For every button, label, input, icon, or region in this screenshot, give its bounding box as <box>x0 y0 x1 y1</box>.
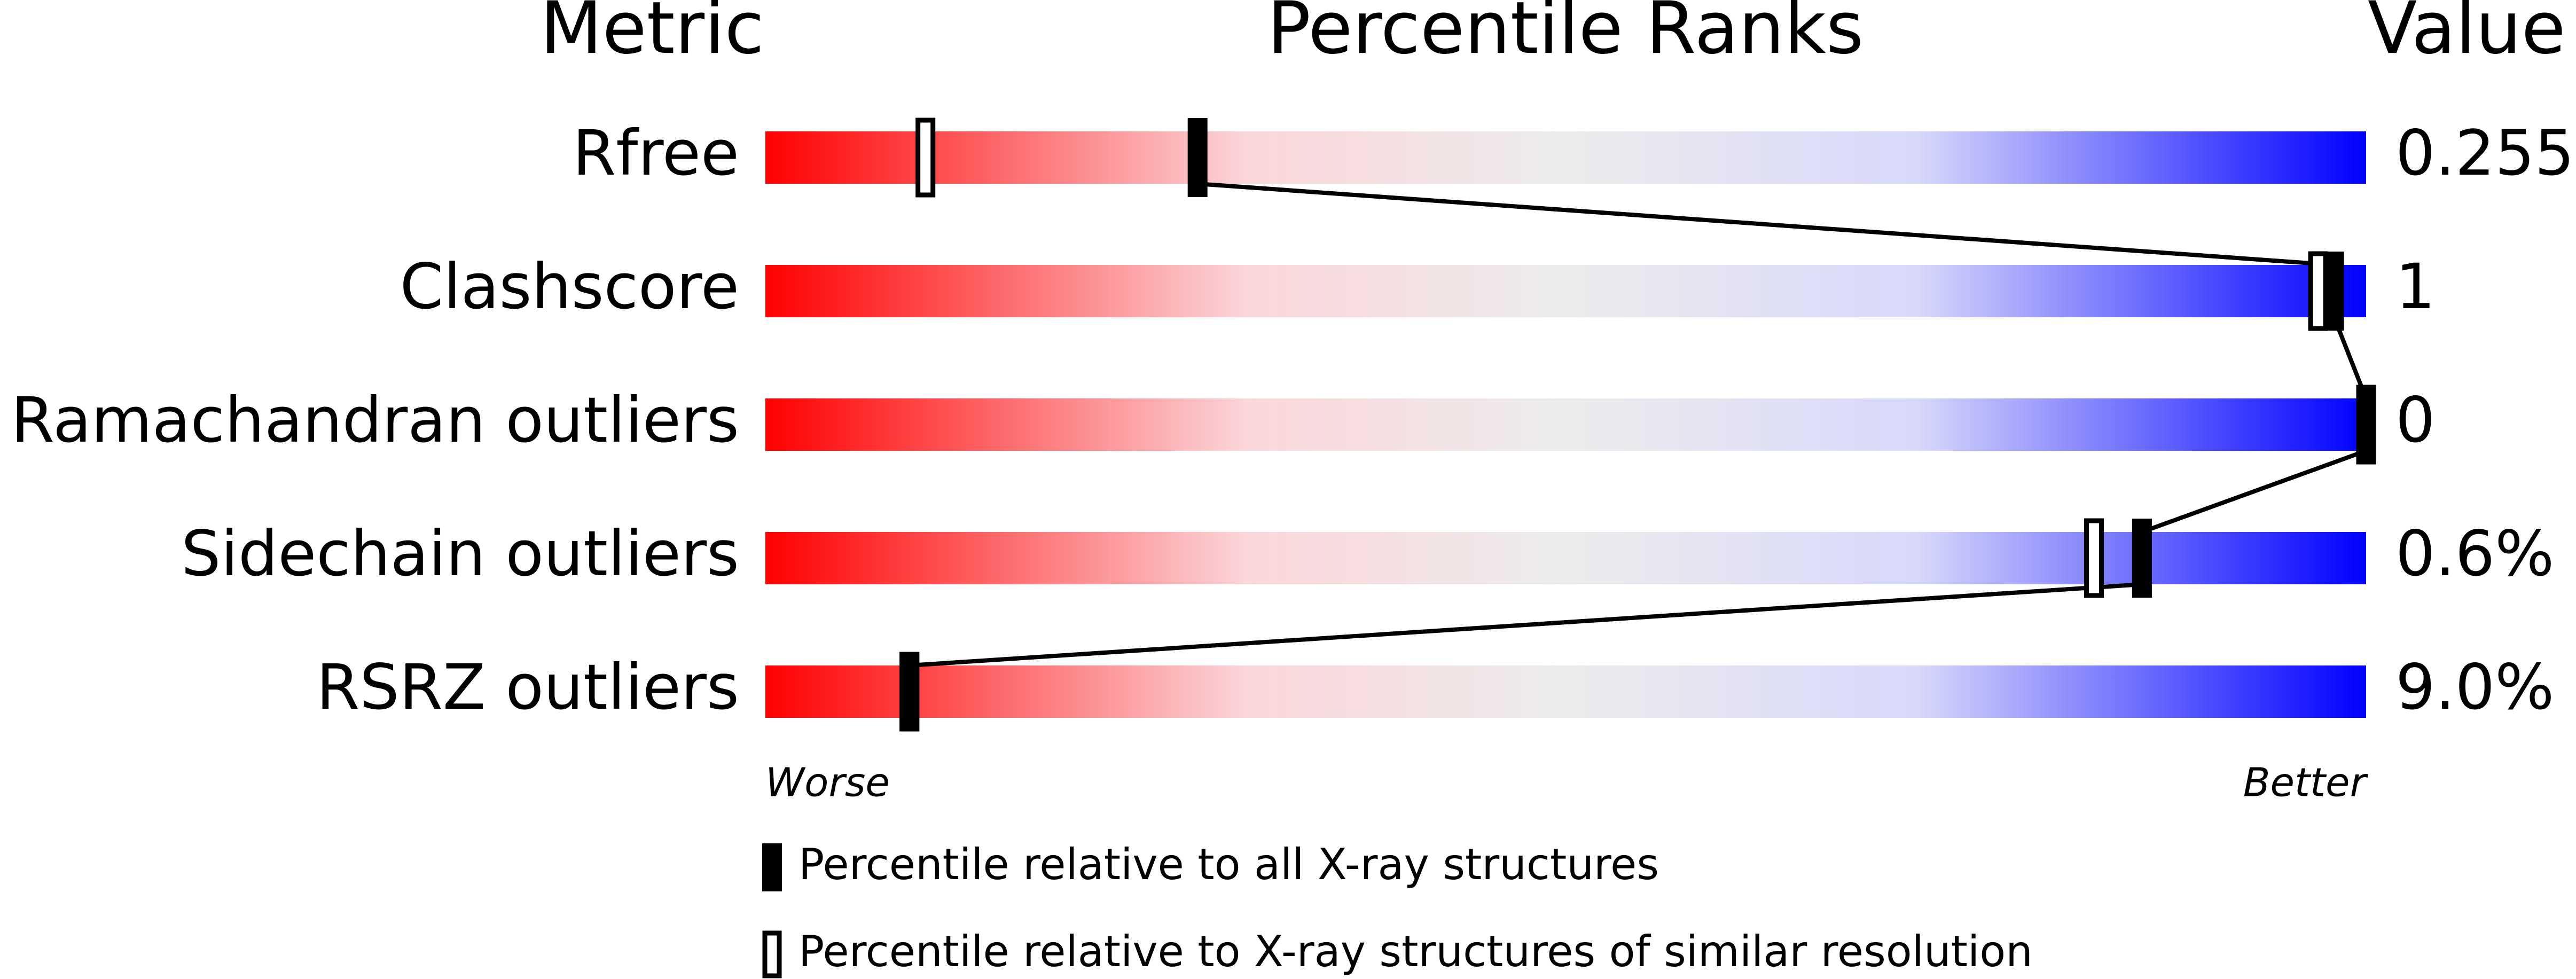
value-header: Value <box>2368 0 2566 70</box>
marker-all <box>2356 385 2376 464</box>
marker-all <box>2132 519 2152 598</box>
metric-label: Rfree <box>573 116 739 190</box>
marker-similar <box>915 118 936 198</box>
metric-label: RSRZ outliers <box>316 651 739 724</box>
metric-value: 0.255 <box>2395 116 2574 190</box>
marker-all <box>1187 118 1208 197</box>
legend-label: Percentile relative to all X-ray structu… <box>798 840 1659 889</box>
slider-bar <box>765 532 2366 584</box>
marker-all <box>2324 252 2344 331</box>
slider-bar <box>765 665 2366 718</box>
metric-header: Metric <box>540 0 764 70</box>
metric-label: Sidechain outliers <box>181 517 739 590</box>
marker-similar <box>2084 518 2104 598</box>
ranks-header: Percentile Ranks <box>1267 0 1864 70</box>
marker-similar <box>2308 251 2328 331</box>
worse-label: Worse <box>765 760 890 806</box>
metric-value: 0 <box>2395 383 2435 457</box>
slider-bar <box>765 131 2366 184</box>
metric-value: 1 <box>2395 250 2435 323</box>
metric-value: 9.0% <box>2395 651 2554 724</box>
connector <box>2141 449 2367 534</box>
slider-bar <box>765 265 2366 317</box>
connector <box>1197 182 2335 267</box>
legend-label: Percentile relative to X-ray structures … <box>798 927 2033 976</box>
connector <box>909 582 2142 668</box>
legend-marker-all <box>762 843 782 891</box>
slider-bar <box>765 398 2366 451</box>
metric-label: Ramachandran outliers <box>11 383 740 457</box>
metric-value: 0.6% <box>2395 517 2554 590</box>
better-label: Better <box>2243 760 2369 806</box>
metric-label: Clashscore <box>400 250 739 323</box>
marker-all <box>899 652 920 731</box>
legend-marker-similar <box>762 930 782 978</box>
